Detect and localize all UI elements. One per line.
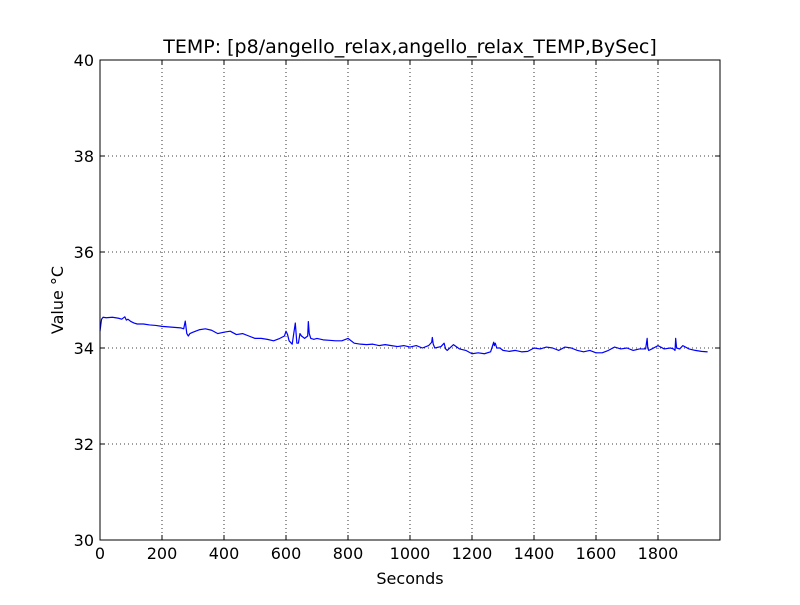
- y-axis-label: Value °C: [48, 266, 67, 334]
- y-tick-label: 34: [74, 339, 94, 358]
- x-tick-label: 1400: [514, 544, 555, 563]
- x-axis-label: Seconds: [376, 569, 443, 588]
- x-tick-label: 1800: [638, 544, 679, 563]
- series-layer: [99, 316, 708, 355]
- x-tick-label: 600: [271, 544, 302, 563]
- chart-title: TEMP: [p8/angello_relax,angello_relax_TE…: [162, 36, 657, 58]
- x-tick-label: 0: [95, 544, 105, 563]
- y-tick-label: 38: [74, 147, 94, 166]
- x-tick-label: 1600: [576, 544, 617, 563]
- series-line: [99, 316, 708, 355]
- y-tick-label: 32: [74, 435, 94, 454]
- ticks: 0 200 400 600 800 1000 1200 1400 1600 1800 30 32 34 3…: [74, 51, 720, 563]
- grid-lines: [99, 59, 720, 541]
- x-tick-label: 200: [147, 544, 178, 563]
- y-tick-label: 36: [74, 243, 94, 262]
- x-tick-label: 1000: [390, 544, 431, 563]
- x-tick-label: 400: [209, 544, 240, 563]
- y-tick-label: 30: [74, 531, 94, 550]
- y-tick-label: 40: [74, 51, 94, 70]
- x-tick-label: 800: [333, 544, 364, 563]
- x-tick-label: 1200: [452, 544, 493, 563]
